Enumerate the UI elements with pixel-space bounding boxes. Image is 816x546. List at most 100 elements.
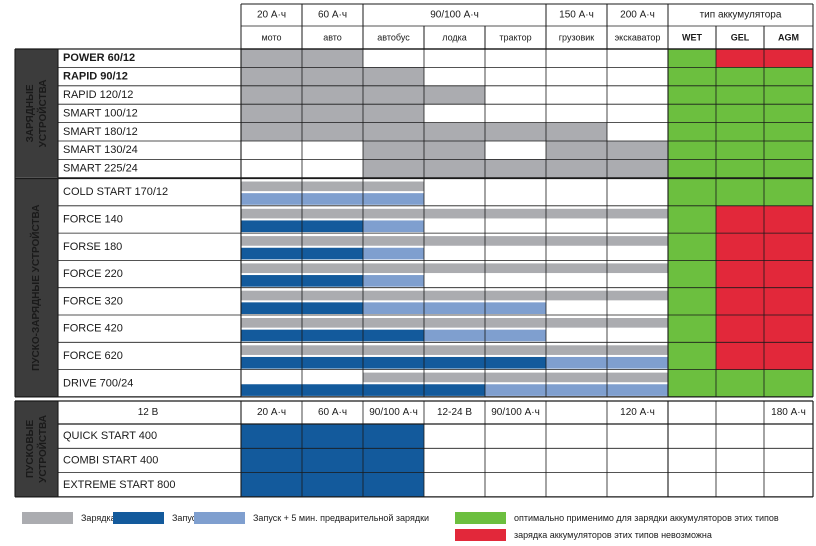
start-bar: [241, 329, 302, 342]
start-cell: [302, 424, 363, 449]
battery-type-cell: [668, 233, 716, 261]
optimal-swatch: [455, 512, 506, 524]
starter-charger-name: FORSE 180: [63, 241, 122, 253]
charge-bar: [546, 372, 607, 383]
start-bar: [302, 275, 363, 287]
legend-start: Запуск: [113, 512, 200, 524]
start-bar: [302, 302, 363, 314]
start-bar: [363, 329, 424, 342]
charge-bar: [607, 263, 668, 274]
battery-type-cell: [668, 369, 716, 397]
starters-capacity-header: 12-24 В: [437, 407, 472, 418]
charge-bar: [546, 345, 607, 355]
charger-name: SMART 130/24: [63, 144, 138, 156]
charge-bar: [241, 208, 302, 219]
battery-type-cell: [764, 122, 813, 141]
start-bar: [424, 356, 485, 369]
charge-cell: [424, 122, 485, 141]
battery-type-cell: [764, 178, 813, 206]
start-cell: [363, 472, 424, 497]
battery-type-cell: [668, 178, 716, 206]
start-bar: [302, 193, 363, 205]
legend-start-preheat: Запуск + 5 мин. предварительной зарядки: [194, 512, 429, 524]
start-preheat-swatch: [194, 512, 245, 524]
charger-name: SMART 180/12: [63, 126, 138, 138]
starter-charger-name: FORCE 620: [63, 350, 123, 362]
charge-bar: [302, 290, 363, 301]
charge-bar: [241, 263, 302, 274]
start-bar: [241, 193, 302, 205]
group-starter-chargers-bg: [15, 178, 58, 397]
charge-cell: [302, 122, 363, 141]
charge-bar: [241, 236, 302, 246]
charge-bar: [363, 372, 424, 383]
starter-charger-name: COLD START 170/12: [63, 186, 168, 198]
start-bar: [241, 220, 302, 233]
charge-bar: [363, 345, 424, 355]
vehicle-header: лодка: [442, 33, 467, 43]
battery-type-cell: [764, 369, 813, 397]
charge-cell: [546, 141, 607, 160]
charger-name: POWER 60/12: [63, 52, 135, 64]
battery-type-cell: [668, 67, 716, 86]
capacity-header: 150 А·ч: [559, 10, 594, 21]
battery-type-cell: [764, 67, 813, 86]
battery-type-cell: [668, 342, 716, 370]
charge-cell: [363, 122, 424, 141]
charge-bar: [241, 290, 302, 301]
starter-name: QUICK START 400: [63, 430, 157, 442]
charge-bar: [485, 290, 546, 301]
group-starters-bg: [15, 401, 58, 497]
start-bar: [424, 302, 485, 314]
charge-bar: [302, 318, 363, 328]
start-bar: [363, 247, 424, 260]
start-bar: [607, 384, 668, 396]
charge-bar: [485, 236, 546, 246]
legend-impossible: зарядка аккумуляторов этих типов невозмо…: [455, 529, 712, 541]
charge-cell: [241, 85, 302, 105]
starter-name: COMBI START 400: [63, 454, 158, 466]
charge-bar: [363, 318, 424, 328]
charge-bar: [485, 263, 546, 274]
battery-type-cell: [764, 233, 813, 261]
battery-type-cell: [716, 287, 764, 315]
battery-type-cell: [716, 178, 764, 206]
group-label: УСТРОЙСТВА: [36, 79, 49, 147]
battery-type-cell: [764, 104, 813, 123]
charge-bar: [485, 208, 546, 219]
legend-optimal: оптимально применимо для зарядки аккумул…: [455, 512, 779, 524]
legend-optimal-label: оптимально применимо для зарядки аккумул…: [514, 513, 779, 523]
charge-cell: [302, 49, 363, 68]
charge-cell: [363, 104, 424, 123]
start-bar: [546, 384, 607, 396]
start-bar: [241, 275, 302, 287]
battery-type-header: AGM: [778, 33, 799, 43]
start-bar: [302, 329, 363, 342]
charge-bar: [363, 263, 424, 274]
legend-charge: Зарядка: [22, 512, 116, 524]
start-cell: [241, 448, 302, 473]
charge-bar: [607, 290, 668, 301]
charge-cell: [424, 141, 485, 160]
charge-bar: [424, 208, 485, 219]
start-bar: [241, 356, 302, 369]
charge-cell: [302, 85, 363, 105]
battery-type-cell: [764, 260, 813, 288]
group-label: ЗАРЯДНЫЕ: [25, 84, 36, 142]
charge-cell: [363, 159, 424, 178]
charge-bar: [241, 181, 302, 192]
battery-type-cell: [764, 141, 813, 160]
charger-name: SMART 225/24: [63, 163, 138, 175]
battery-type-cell: [716, 260, 764, 288]
charge-cell: [241, 49, 302, 68]
starters-voltage-header: 12 В: [138, 407, 159, 418]
start-cell: [302, 472, 363, 497]
battery-type-cell: [716, 342, 764, 370]
group-label: ПУСКО-ЗАРЯДНЫЕ УСТРОЙСТВА: [29, 205, 42, 371]
capacity-header: 200 А·ч: [620, 10, 655, 21]
start-cell: [241, 472, 302, 497]
charge-cell: [302, 67, 363, 86]
charger-name: SMART 100/12: [63, 107, 138, 119]
starter-name: EXTREME START 800: [63, 479, 175, 491]
starter-charger-name: FORCE 220: [63, 268, 123, 280]
